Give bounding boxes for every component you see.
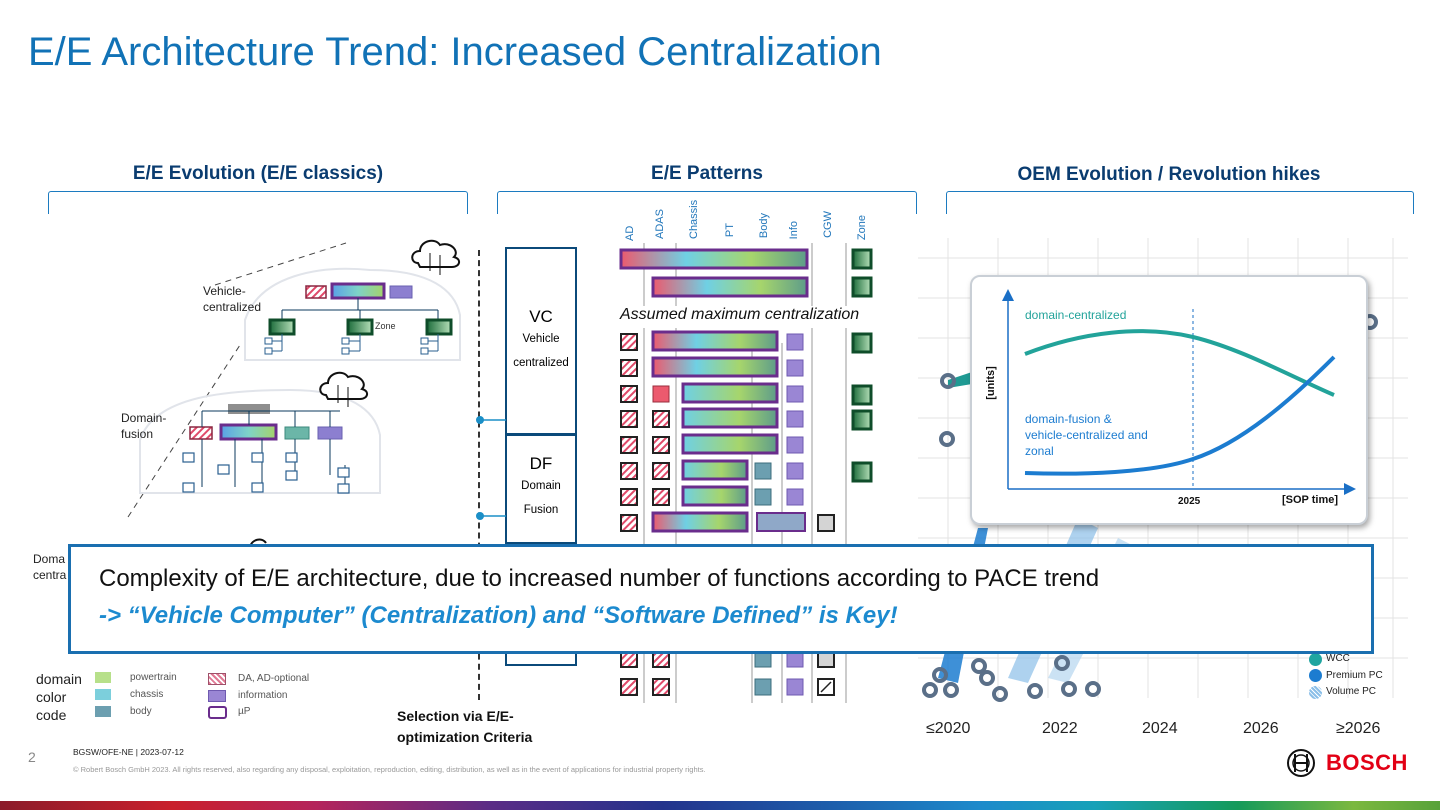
section-title-patterns: E/E Patterns (651, 163, 763, 184)
legend-up: µP (238, 706, 251, 717)
bosch-armature-icon (1287, 749, 1315, 777)
legend-title: domain color code (36, 670, 82, 724)
legend-swatch-body (95, 706, 111, 717)
selection-line2: optimization Criteria (397, 729, 533, 745)
legend-body: body (130, 706, 152, 717)
bosch-logo: BOSCH (1286, 748, 1408, 778)
assumed-max-label: Assumed maximum centralization (620, 306, 900, 328)
legend-premium: Premium PC (1309, 668, 1383, 685)
legend-title-code: code (36, 707, 67, 723)
footer-copyright: © Robert Bosch GmbH 2023. All rights res… (73, 765, 706, 774)
bosch-wordmark: BOSCH (1326, 750, 1408, 775)
pattern-vc-cell[interactable]: VC Vehicle centralized (505, 247, 577, 435)
vc-sub2: centralized (513, 357, 569, 369)
bracket-evolution (48, 191, 468, 214)
patterns-column-headers: AD ADAS Chassis PT Body Info CGW Zone (620, 200, 870, 245)
legend-swatch-ad (208, 673, 226, 685)
inset-series-domain-centralized (1024, 329, 1335, 397)
callout-line1: Complexity of E/E architecture, due to i… (99, 565, 1100, 592)
legend-swatch-info (208, 690, 226, 702)
pattern-connectors (476, 416, 506, 520)
inset-label-series2-l1: domain-fusion & (1025, 412, 1112, 426)
col-body: Body (758, 213, 770, 239)
inset-year-marker: 2025 (1178, 496, 1201, 507)
inset-chart: [units] [SOP time] 2025 domain-centraliz… (970, 275, 1368, 525)
legend-swatch-chassis (95, 689, 111, 700)
callout-line2: -> “Vehicle Computer” (Centralization) a… (99, 602, 898, 629)
vc-title: VC (529, 307, 553, 326)
df-title: DF (529, 454, 553, 473)
col-cgw: CGW (822, 211, 834, 238)
legend-info: information (238, 690, 288, 701)
selection-line1: Selection via E/E- (397, 708, 514, 724)
footer-dept: BGSW/OFE-NE | 2023-07-12 (73, 747, 184, 757)
selection-criteria: Selection via E/E- optimization Criteria (397, 706, 532, 748)
inset-xlabel: [SOP time] (1282, 494, 1339, 506)
label-vehicle-centralized: Vehicle- centralized (203, 284, 262, 314)
col-info: Info (788, 221, 800, 240)
label-domain-centralized: Doma centra (33, 552, 67, 582)
inset-series-domain-fusion (1024, 355, 1336, 476)
premium-label: Premium PC (1326, 669, 1383, 681)
year-2024: 2024 (1142, 720, 1178, 737)
legend-swatch-powertrain (95, 672, 111, 683)
col-zone: Zone (856, 215, 868, 241)
df-sub1: Domain (521, 480, 561, 492)
volume-dot (1309, 685, 1322, 699)
legend-swatch-up (208, 706, 227, 719)
bracket-patterns (497, 191, 917, 214)
year-2022: 2022 (1042, 720, 1078, 737)
legend-powertrain: powertrain (130, 672, 177, 683)
legend-wcc: WCC (1309, 651, 1383, 668)
year-2026-plus: ≥2026 (1336, 720, 1381, 737)
legend-title-domain: domain (36, 671, 82, 687)
footer-color-strip (0, 801, 1440, 810)
legend-volume: Volume PC (1309, 684, 1383, 701)
section-title-oem: OEM Evolution / Revolution hikes (1017, 164, 1321, 185)
slide-title: E/E Architecture Trend: Increased Centra… (28, 30, 882, 74)
inset-label-series2: domain-fusion & vehicle-centralized and … (1025, 411, 1148, 459)
col-adas: ADAS (654, 209, 666, 239)
label-zone: Zone (375, 321, 396, 331)
separator-dashed (478, 250, 480, 700)
vc-sub1: Vehicle (522, 333, 560, 345)
legend-ad: DA, AD-optional (238, 673, 310, 684)
df-sub2: Fusion (523, 504, 559, 516)
inset-ylabel: [units] (984, 366, 997, 400)
col-pt: PT (724, 223, 736, 238)
section-title-evolution: E/E Evolution (E/E classics) (132, 163, 384, 184)
evolution-diagram (127, 239, 461, 548)
page-number: 2 (28, 749, 36, 765)
inset-label-series2-l3: zonal (1025, 444, 1054, 458)
oem-legend: WCC Premium PC Volume PC (1309, 651, 1383, 701)
legend-title-color: color (36, 689, 67, 705)
inset-chart-svg (1002, 289, 1356, 495)
pattern-df-cell[interactable]: DF Domain Fusion (505, 434, 577, 544)
callout-box: Complexity of E/E architecture, due to i… (68, 544, 1374, 654)
wcc-dot (1309, 652, 1322, 666)
wcc-label: WCC (1326, 653, 1350, 664)
inset-label-series1: domain-centralized (1025, 308, 1127, 322)
col-chassis: Chassis (688, 199, 700, 239)
volume-label: Volume PC (1326, 686, 1377, 697)
label-domain-fusion: Domain- fusion (121, 411, 167, 441)
legend-chassis: chassis (130, 689, 164, 700)
bracket-oem (946, 191, 1414, 214)
year-2020: ≤2020 (926, 720, 971, 737)
col-ad: AD (624, 225, 636, 241)
premium-dot (1309, 669, 1322, 683)
inset-label-series2-l2: vehicle-centralized and (1025, 428, 1148, 442)
year-2026: 2026 (1243, 720, 1279, 737)
